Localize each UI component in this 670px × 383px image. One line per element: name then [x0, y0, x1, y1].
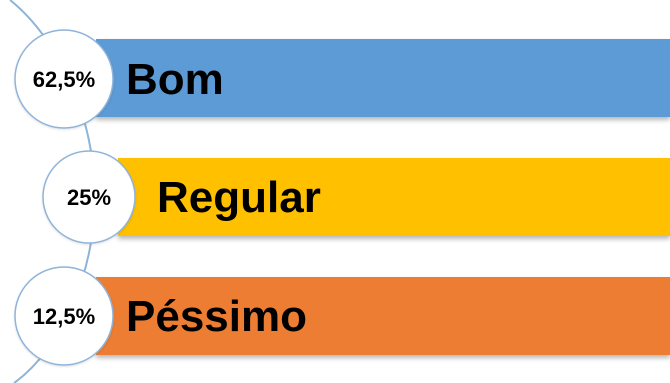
value-circle-bom [14, 29, 114, 129]
value-circle-regular [42, 150, 136, 244]
category-label-pessimo: Péssimo [126, 292, 307, 341]
value-circle-pessimo [14, 266, 114, 366]
bar-regular [118, 158, 670, 236]
chart-row-2: 12,5% Péssimo [14, 266, 670, 366]
chart-row-1: 25% Regular [42, 150, 670, 244]
bar-pessimo [96, 277, 670, 355]
value-label-regular: 25% [67, 185, 111, 210]
category-label-bom: Bom [126, 55, 224, 104]
chart-row-0: 62,5% Bom [14, 29, 670, 129]
value-label-pessimo: 12,5% [33, 304, 95, 329]
value-label-bom: 62,5% [33, 67, 95, 92]
bar-bom [96, 39, 670, 117]
category-label-regular: Regular [157, 173, 321, 222]
